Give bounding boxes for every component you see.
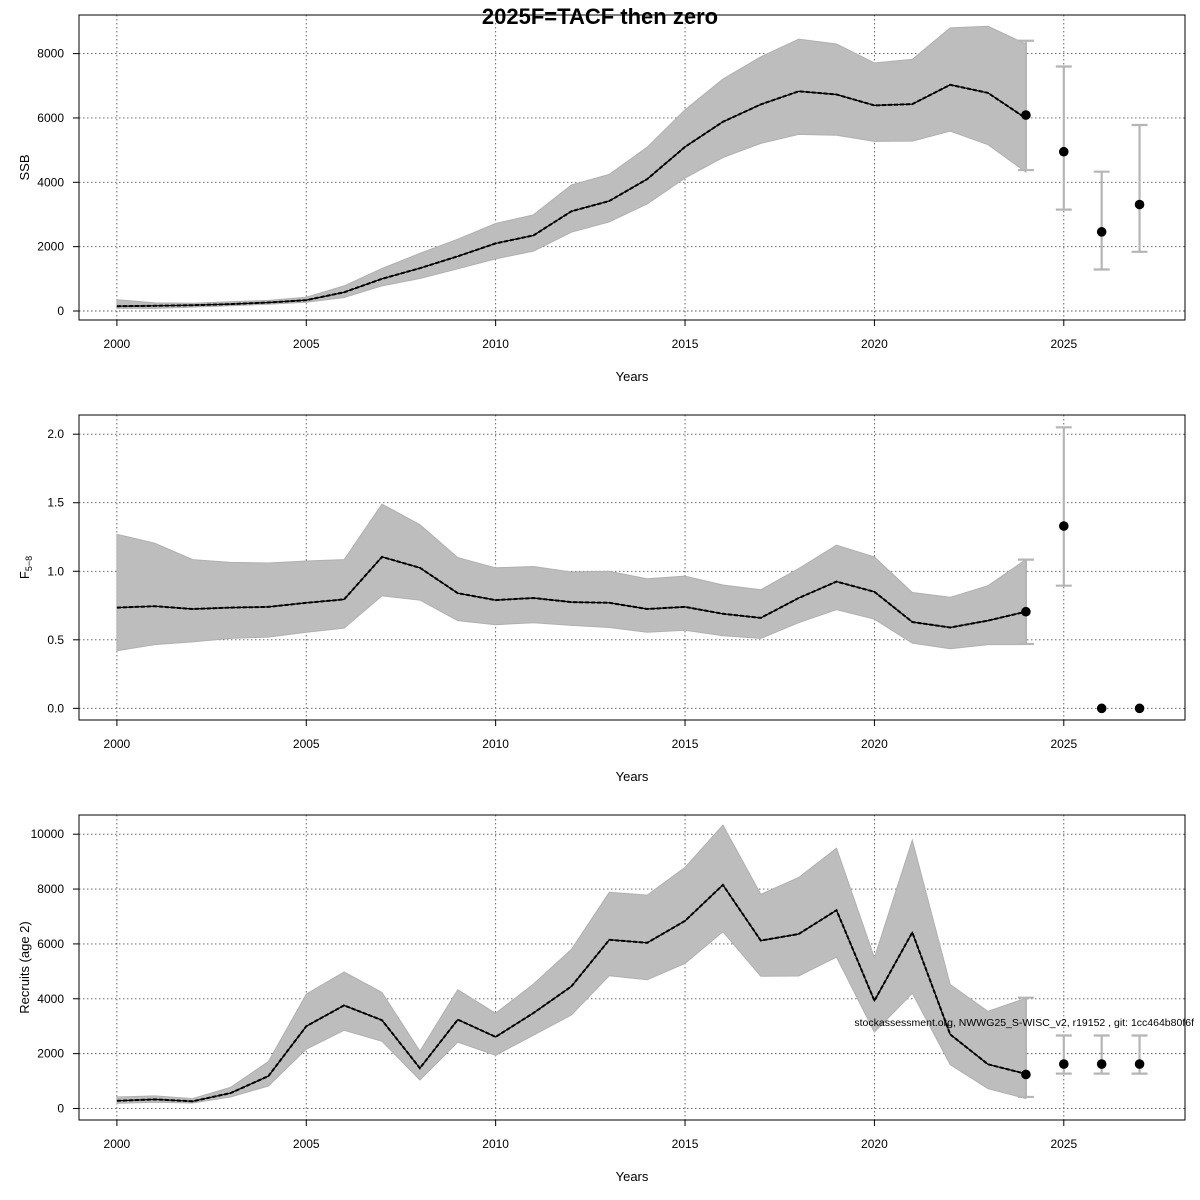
footnote-text: stockassessment.org, NWWG25_S-WISC_v2, r… — [854, 1017, 1194, 1029]
fbar-y-tick-label-4: 2.0 — [47, 427, 64, 441]
fbar-y-axis-label-main: F — [17, 571, 32, 579]
recruits-forecast-point-2024 — [1021, 1069, 1031, 1080]
ssb-y-tick-label-2: 4000 — [37, 175, 64, 189]
fbar-x-tick-label-2015: 2015 — [672, 737, 699, 751]
recruits-x-tick-label-2005: 2005 — [293, 1137, 320, 1151]
recruits-forecast-point-2025 — [1058, 1059, 1069, 1069]
ssb-forecast — [1017, 39, 1148, 271]
recruits-y-axis: 0 2000 4000 6000 8000 10000 — [31, 827, 79, 1115]
ssb-x-tick-label-2025: 2025 — [1050, 337, 1077, 351]
ssb-x-tick-label-2020: 2020 — [861, 337, 888, 351]
fbar-forecast — [1017, 426, 1145, 714]
fbar-confidence-band — [116, 503, 1027, 652]
recruits-x-tick-label-2025: 2025 — [1050, 1137, 1077, 1151]
fbar-y-axis: 0.0 0.5 1.0 1.5 2.0 — [47, 427, 79, 715]
fbar-forecast-point-2024 — [1021, 606, 1031, 617]
recruits-plot-frame — [78, 814, 1186, 1121]
recruits-x-tick-label-2010: 2010 — [482, 1137, 509, 1151]
ssb-confidence-band — [116, 25, 1027, 309]
recruits-y-tick-label-1: 2000 — [37, 1047, 64, 1061]
recruits-y-tick-label-5: 10000 — [31, 827, 65, 841]
fbar-x-tick-label-2000: 2000 — [104, 737, 131, 751]
recruits-estimate-line — [116, 883, 1027, 1103]
ssb-plot-frame — [78, 14, 1186, 321]
recruits-y-tick-label-4: 8000 — [37, 882, 64, 896]
fbar-panel: 2000 2005 2010 2015 2020 2025 0.0 0.5 1.0 1.5 2.0… — [17, 414, 1186, 784]
fbar-plot-frame — [78, 414, 1186, 721]
ssb-x-axis: 2000 2005 2010 2015 2020 2025 — [104, 320, 1077, 351]
fbar-forecast-point-2025 — [1058, 521, 1069, 531]
ssb-x-axis-label: Years — [616, 369, 649, 384]
ssb-y-axis: 0 2000 4000 6000 8000 — [37, 47, 79, 318]
fbar-x-tick-label-2025: 2025 — [1050, 737, 1077, 751]
fbar-x-tick-label-2020: 2020 — [861, 737, 888, 751]
recruits-y-axis-label: Recruits (age 2) — [17, 921, 32, 1013]
ssb-x-tick-label-2015: 2015 — [672, 337, 699, 351]
fbar-x-tick-label-2005: 2005 — [293, 737, 320, 751]
fbar-y-axis-label: F5−8 — [17, 556, 34, 579]
ssb-forecast-point-2025 — [1058, 146, 1069, 157]
recruits-x-tick-label-2015: 2015 — [672, 1137, 699, 1151]
fbar-forecast-point-2026 — [1096, 703, 1107, 714]
recruits-x-axis: 2000 2005 2010 2015 2020 2025 — [104, 1120, 1077, 1151]
ssb-x-tick-label-2000: 2000 — [104, 337, 131, 351]
fbar-x-axis-label: Years — [616, 769, 649, 784]
recruits-forecast — [1017, 996, 1148, 1099]
ssb-x-tick-label-2010: 2010 — [482, 337, 509, 351]
fbar-y-tick-label-1: 0.5 — [47, 633, 64, 647]
fbar-forecast-point-2027 — [1134, 703, 1145, 714]
recruits-x-axis-label: Years — [616, 1169, 649, 1184]
ssb-panel: 2000 2005 2010 2015 2020 2025 0 2000 4000 6000 80… — [17, 14, 1186, 384]
ssb-forecast-point-2024 — [1021, 110, 1031, 120]
fbar-x-axis: 2000 2005 2010 2015 2020 2025 — [104, 720, 1077, 751]
fbar-y-tick-label-2: 1.0 — [47, 564, 64, 578]
fbar-y-tick-label-3: 1.5 — [47, 496, 64, 510]
recruits-x-tick-label-2000: 2000 — [104, 1137, 131, 1151]
ssb-y-tick-label-3: 6000 — [37, 111, 64, 125]
recruits-confidence-band — [116, 824, 1027, 1104]
ssb-y-tick-label-1: 2000 — [37, 240, 64, 254]
recruits-y-tick-label-3: 6000 — [37, 937, 64, 951]
ssb-y-tick-label-4: 8000 — [37, 47, 64, 61]
ssb-estimate-line — [116, 83, 1027, 308]
fbar-estimate-line — [116, 555, 1027, 629]
recruits-y-tick-label-0: 0 — [57, 1101, 64, 1115]
recruits-x-tick-label-2020: 2020 — [861, 1137, 888, 1151]
fbar-y-tick-label-0: 0.0 — [47, 701, 64, 715]
recruits-forecast-point-2026 — [1096, 1059, 1107, 1069]
chart-title: 2025F=TACF then zero — [482, 4, 718, 29]
ssb-x-tick-label-2005: 2005 — [293, 337, 320, 351]
ssb-forecast-point-2027 — [1134, 199, 1145, 210]
ssb-y-tick-label-0: 0 — [57, 304, 64, 318]
recruits-forecast-point-2027 — [1134, 1059, 1145, 1069]
ssb-y-axis-label: SSB — [17, 154, 32, 180]
recruits-panel: 2000 2005 2010 2015 2020 2025 0 2000 4000 6000 80… — [17, 814, 1186, 1184]
fbar-y-axis-label-sub: 5−8 — [24, 556, 34, 571]
fbar-x-tick-label-2010: 2010 — [482, 737, 509, 751]
recruits-y-tick-label-2: 4000 — [37, 992, 64, 1006]
ssb-forecast-point-2026 — [1096, 227, 1107, 237]
